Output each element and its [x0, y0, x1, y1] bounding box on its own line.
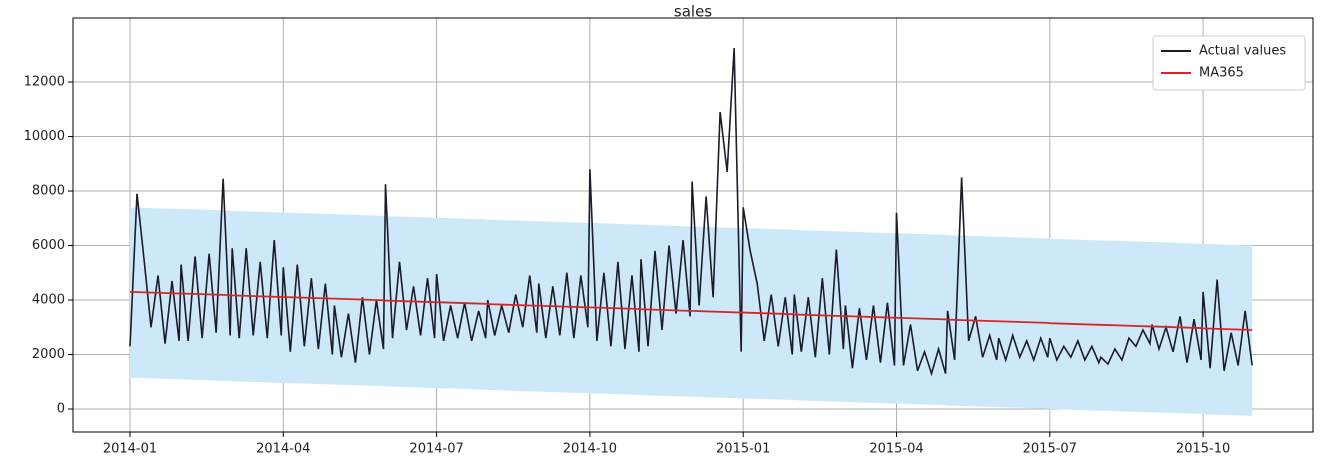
y-tick-label: 8000: [32, 184, 65, 199]
y-tick-label: 12000: [24, 75, 65, 90]
y-tick-label: 4000: [32, 293, 65, 308]
x-tick-label: 2015-07: [1023, 442, 1077, 457]
x-tick-label: 2015-10: [1176, 442, 1230, 457]
y-tick-label: 2000: [32, 347, 65, 362]
legend-label: Actual values: [1199, 44, 1286, 59]
y-tick-label: 0: [57, 402, 65, 417]
series-line: [129, 47, 1253, 377]
x-tick-label: 2014-01: [103, 442, 157, 457]
x-tick-label: 2015-01: [716, 442, 770, 457]
legend-box: [1152, 35, 1306, 91]
plot-frame: [72, 17, 1314, 433]
y-tick-label: 6000: [32, 238, 65, 253]
series-line: [129, 290, 1253, 331]
x-tick-label: 2015-04: [869, 442, 923, 457]
x-tick-label: 2014-07: [409, 442, 463, 457]
x-tick-label: 2014-10: [563, 442, 617, 457]
chart-title: sales: [674, 3, 712, 21]
legend-label: MA365: [1199, 66, 1244, 81]
y-tick-label: 10000: [24, 129, 65, 144]
x-tick-label: 2014-04: [256, 442, 310, 457]
